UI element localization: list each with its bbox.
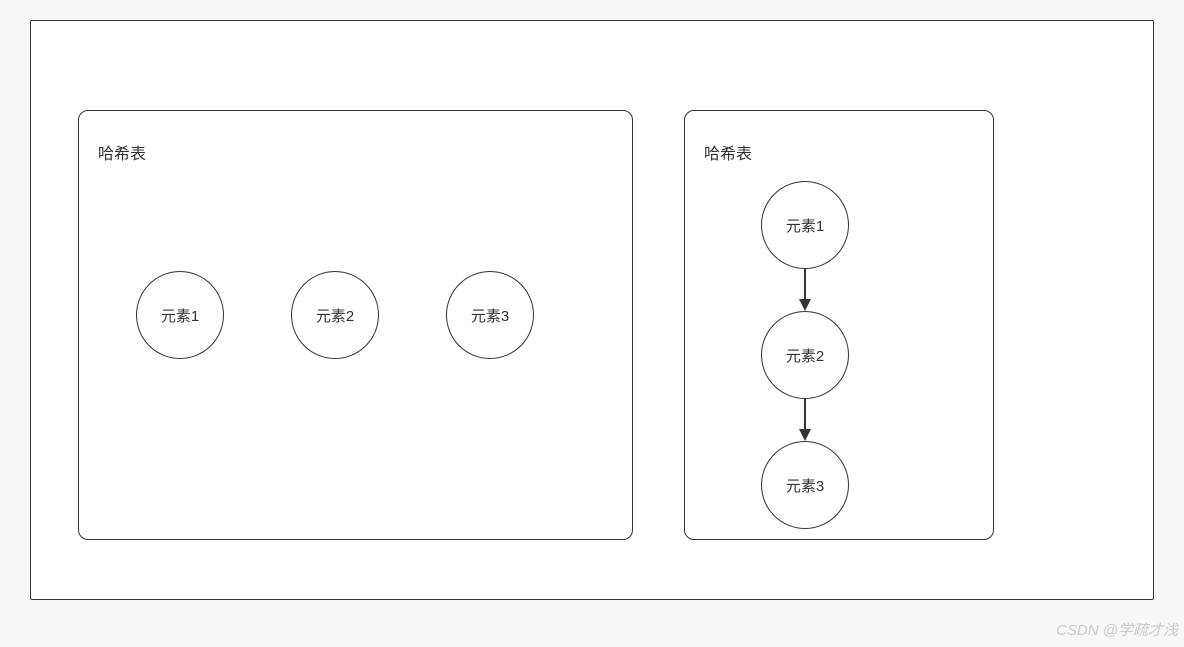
right-panel-node-1: 元素1 <box>761 181 849 269</box>
right-panel-arrowhead-2 <box>799 429 811 441</box>
right-panel-node-3: 元素3 <box>761 441 849 529</box>
right-panel-node-2: 元素2 <box>761 311 849 399</box>
left-panel-node-2: 元素2 <box>291 271 379 359</box>
watermark: CSDN @学疏才浅 <box>1056 619 1178 640</box>
diagram-stage: 哈希表元素1元素2元素3哈希表元素1元素2元素3CSDN @学疏才浅 <box>0 0 1184 647</box>
left-panel-node-1: 元素1 <box>136 271 224 359</box>
left-panel-label: 哈希表 <box>98 140 146 164</box>
left-panel-node-3: 元素3 <box>446 271 534 359</box>
right-panel-label: 哈希表 <box>704 140 752 164</box>
right-panel-arrow-2 <box>804 399 806 429</box>
right-panel-arrow-1 <box>804 269 806 299</box>
right-panel-arrowhead-1 <box>799 299 811 311</box>
